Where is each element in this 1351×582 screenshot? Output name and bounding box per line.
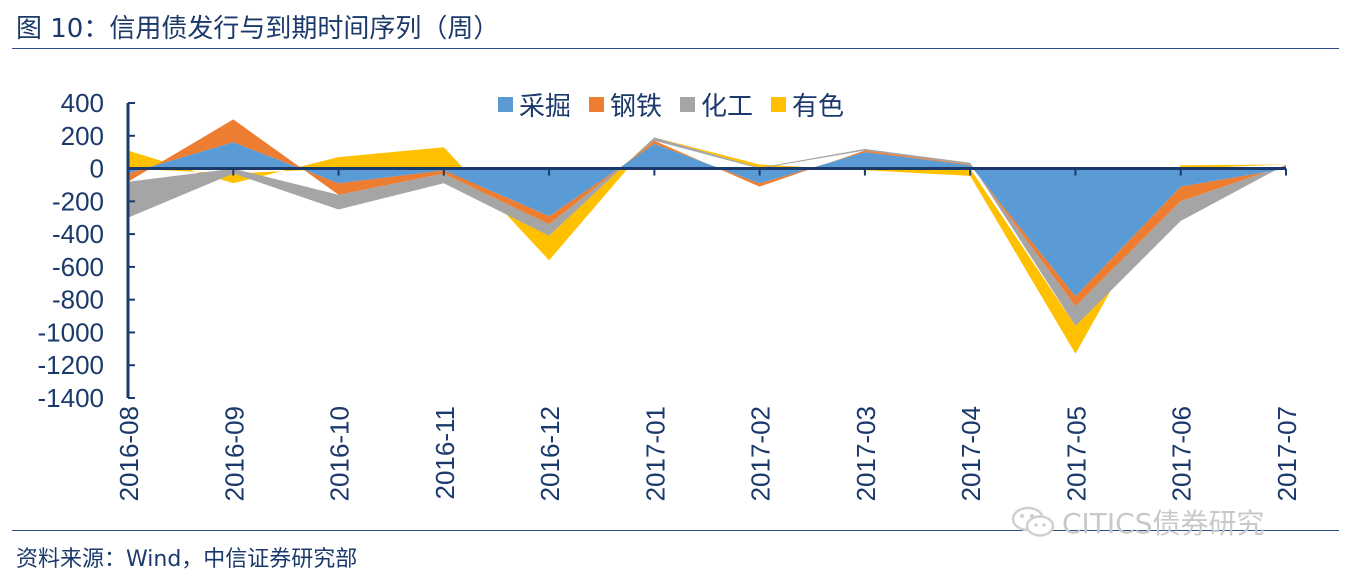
y-tick-label: -400	[52, 219, 104, 249]
legend-label: 有色	[792, 92, 845, 122]
top-rule	[12, 48, 1339, 49]
y-tick-label: -600	[52, 252, 104, 282]
series-areas	[128, 119, 1286, 354]
legend-swatch	[589, 97, 605, 112]
x-tick-label: 2017-03	[851, 406, 881, 501]
x-tick-labels: 2016-08 2016-09 2016-10 2016-11 2016-12 2017-…	[114, 406, 1302, 501]
legend-item: 有色	[771, 86, 844, 123]
x-tick-label: 2016-10	[325, 406, 355, 501]
series-area-钢铁	[128, 119, 1286, 307]
y-tick-label: -200	[52, 186, 104, 216]
series-area-采掘	[128, 142, 1286, 297]
chart-axes	[126, 102, 1287, 399]
y-tick-label: -1200	[38, 350, 105, 380]
series-area-化工	[128, 137, 1286, 326]
watermark-text: CITICS债券研究	[1062, 507, 1265, 540]
watermark: CITICS债券研究	[1010, 505, 1265, 540]
x-tick-label: 2017-05	[1061, 406, 1091, 501]
legend-item: 钢铁	[589, 86, 662, 123]
source-note: 资料来源：Wind，中信证券研究部	[16, 547, 358, 572]
x-tick-label: 2017-07	[1272, 406, 1302, 501]
y-tick-label: -1000	[38, 317, 105, 347]
figure-title: 图 10：信用债发行与到期时间序列（周）	[16, 14, 500, 44]
legend-swatch	[498, 97, 513, 112]
x-tick-label: 2016-08	[114, 406, 144, 501]
legend-swatch	[771, 97, 787, 112]
y-tick-label: 0	[90, 154, 104, 184]
legend-label: 钢铁	[610, 92, 663, 122]
chart-legend: 采掘 钢铁 化工 有色	[498, 86, 844, 123]
legend-item: 采掘	[498, 86, 571, 123]
x-tick-label: 2017-06	[1167, 406, 1197, 501]
x-tick-label: 2017-04	[956, 406, 986, 501]
legend-label: 采掘	[519, 92, 572, 122]
wechat-icon	[1011, 506, 1055, 537]
legend-item: 化工	[680, 86, 753, 123]
y-tick-label: 200	[61, 121, 104, 151]
y-tick-label: 400	[61, 88, 104, 118]
y-tick-label: -1400	[38, 383, 105, 413]
bottom-rule	[12, 530, 1339, 531]
x-tick-label: 2016-09	[219, 406, 249, 501]
x-tick-label: 2016-12	[535, 406, 565, 501]
y-tick-label: -800	[52, 285, 104, 315]
x-tick-label: 2017-01	[640, 406, 670, 501]
x-tick-label: 2016-11	[430, 406, 460, 500]
legend-swatch	[680, 97, 696, 112]
x-tick-label: 2017-02	[746, 406, 776, 501]
legend-label: 化工	[701, 92, 754, 122]
